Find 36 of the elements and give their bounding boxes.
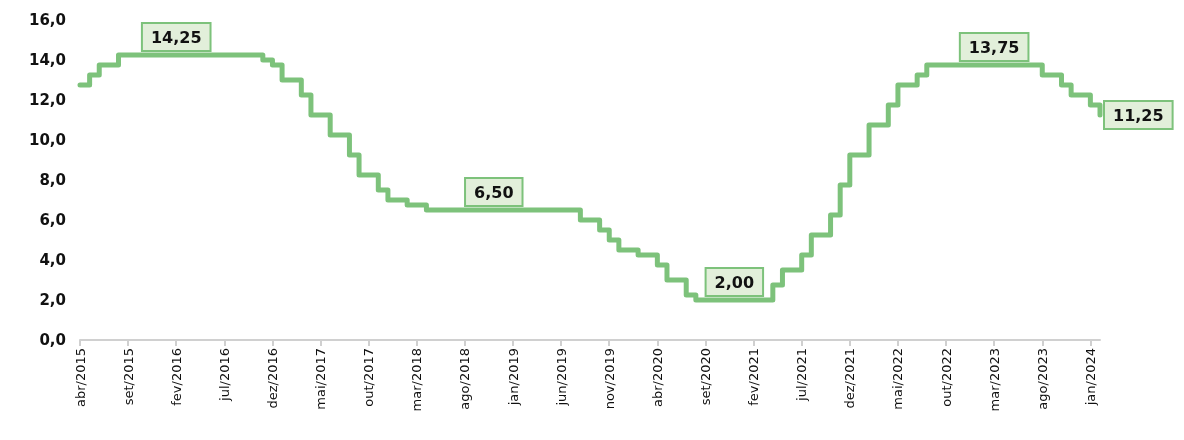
x-tick-label: out/2022 bbox=[938, 348, 954, 407]
x-tick-label: ago/2023 bbox=[1034, 348, 1050, 410]
data-label: 13,75 bbox=[968, 37, 1020, 57]
x-tick-label: jul/2016 bbox=[216, 348, 232, 402]
data-label: 11,25 bbox=[1113, 105, 1164, 125]
y-tick-label: 8,0 bbox=[39, 171, 66, 189]
y-tick-label: 16,0 bbox=[28, 11, 66, 29]
y-tick-label: 2,0 bbox=[39, 291, 66, 309]
x-tick-label: nov/2019 bbox=[601, 348, 617, 410]
x-tick-label: dez/2021 bbox=[842, 348, 858, 409]
x-tick-label: set/2015 bbox=[120, 348, 136, 406]
x-tick-label: jan/2019 bbox=[505, 348, 521, 407]
x-tick-label: out/2017 bbox=[361, 348, 377, 407]
y-tick-label: 14,0 bbox=[28, 51, 66, 69]
x-tick-label: abr/2015 bbox=[72, 348, 88, 408]
x-tick-label: dez/2016 bbox=[264, 348, 280, 409]
x-tick-label: mar/2018 bbox=[409, 348, 425, 412]
y-tick-label: 0,0 bbox=[39, 331, 66, 349]
x-tick-label: fev/2016 bbox=[168, 348, 184, 406]
x-tick-label: mai/2017 bbox=[313, 348, 329, 410]
data-label: 2,00 bbox=[714, 272, 755, 292]
x-tick-label: mar/2023 bbox=[986, 348, 1002, 412]
x-tick-label: jul/2021 bbox=[794, 348, 810, 402]
x-tick-label: jan/2024 bbox=[1082, 348, 1098, 407]
y-tick-label: 10,0 bbox=[28, 131, 66, 149]
x-tick-label: mai/2022 bbox=[890, 348, 906, 410]
data-label: 14,25 bbox=[150, 27, 202, 47]
x-tick-label: jun/2019 bbox=[553, 348, 569, 407]
data-label: 6,50 bbox=[474, 182, 514, 202]
y-tick-label: 12,0 bbox=[28, 91, 66, 109]
y-tick-label: 6,0 bbox=[39, 211, 66, 229]
x-tick-label: set/2020 bbox=[697, 348, 713, 406]
y-tick-label: 4,0 bbox=[39, 251, 66, 269]
x-tick-label: abr/2020 bbox=[649, 348, 665, 408]
x-tick-label: ago/2018 bbox=[457, 348, 473, 410]
x-tick-label: fev/2021 bbox=[746, 348, 762, 406]
